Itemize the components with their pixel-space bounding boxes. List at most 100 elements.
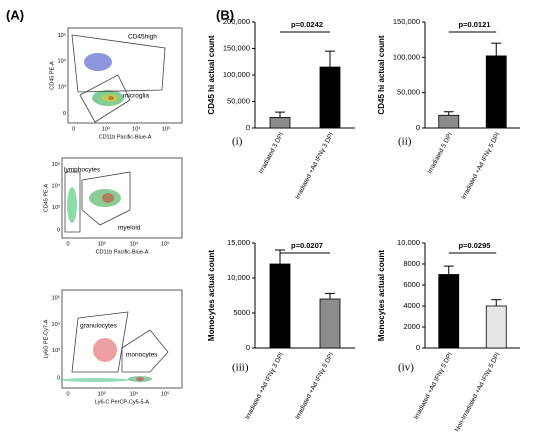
gate [79, 74, 131, 123]
gate-label: CD45high [128, 34, 157, 41]
density-cloud [93, 338, 117, 362]
density-cloud [136, 377, 144, 381]
y-axis-label: Monocytes actual count [377, 250, 386, 341]
y-tick-label: 10³ [52, 205, 60, 211]
x-tick-label: 10⁵ [161, 240, 169, 247]
x-tick-label: Irradiated 5 DPI [426, 131, 454, 175]
y-tick-label: 10,000 [227, 273, 250, 282]
gate [81, 171, 131, 226]
bar [269, 263, 291, 349]
x-axis-label: CD11b Pacific-Blue-A [99, 134, 152, 140]
y-tick-label: 100,000 [223, 70, 250, 79]
y-tick-label: 0 [57, 376, 60, 382]
gate-label: lymphocytes [64, 167, 101, 174]
plot-frame [61, 289, 183, 389]
p-value: p=0.0207 [291, 241, 323, 250]
panel-label: (i) [232, 136, 243, 148]
x-tick-label: 10⁵ [161, 390, 169, 397]
panel-label: (A) [6, 7, 24, 22]
y-tick-label: 0 [246, 123, 250, 132]
x-tick-label: 0 [72, 126, 75, 132]
y-tick-label: 10⁴ [52, 321, 61, 328]
y-tick-label: 150,000 [223, 43, 250, 52]
y-tick-label: 200,000 [223, 17, 250, 26]
y-tick-label: 0 [57, 227, 60, 233]
y-tick-label: 10⁵ [52, 161, 60, 168]
x-tick-label: 10⁴ [132, 125, 141, 132]
panel-label: (ii) [398, 136, 412, 148]
gate [71, 34, 166, 93]
y-tick-label: 150,000 [393, 17, 420, 26]
gate-label: monocytes [126, 352, 158, 359]
y-tick-label: 10³ [58, 84, 66, 90]
bar [319, 66, 341, 129]
density-cloud [67, 187, 77, 223]
bar [319, 298, 341, 349]
gate [121, 329, 169, 373]
y-tick-label: 50,000 [397, 88, 420, 97]
gate [64, 171, 81, 233]
x-tick-label: Irradiated +Ad IFNγ 3 DPI [244, 351, 285, 420]
y-tick-label: 10⁴ [58, 58, 67, 65]
y-tick-label: 6000 [403, 280, 420, 289]
x-tick-label: 10³ [98, 391, 106, 397]
x-tick-label: 10⁴ [130, 240, 139, 247]
density-cloud [60, 378, 130, 382]
y-tick-label: 2000 [403, 322, 420, 331]
y-tick-label: 8000 [403, 259, 420, 268]
bar [485, 55, 507, 129]
p-value: p=0.0121 [459, 20, 491, 29]
gate-label: microglia [123, 93, 149, 100]
y-axis-label: CD45 PE-A [43, 183, 49, 212]
y-tick-label: 4000 [403, 301, 420, 310]
x-tick-label: Non-Irradiated +Ad IFNγ 5 DPI [454, 351, 502, 433]
x-axis-label: Ly6-C PerCP-Cy5-5-A [95, 399, 150, 405]
x-tick-label: Irradiated +Ad IFNγ 5 DPI [294, 351, 335, 420]
x-tick-label: Irradiated +Ad IFNγ 3 DPI [294, 131, 335, 200]
x-tick-label: Irradiated +Ad IFNγ 5 DPI [460, 131, 501, 200]
y-tick-label: 10⁵ [52, 294, 60, 301]
y-tick-label: 15,000 [227, 238, 250, 247]
y-tick-label: 10⁴ [52, 182, 61, 189]
x-tick-label: Irradiated +Ad IFNγ 5 DPI [413, 351, 454, 420]
y-axis-label: Ly6G PE-Cy7-A [43, 319, 49, 358]
gate [71, 311, 129, 373]
y-tick-label: 10³ [52, 348, 60, 354]
y-tick-label: 50,000 [227, 96, 250, 105]
x-tick-label: 0 [66, 391, 69, 397]
bar [438, 114, 460, 129]
y-tick-label: 0 [416, 343, 420, 352]
p-value: p=0.0242 [291, 20, 323, 29]
y-tick-label: 0 [63, 111, 66, 117]
y-tick-label: 5000 [233, 308, 250, 317]
density-cloud [102, 193, 114, 203]
x-tick-label: Irradiated 3 DPI [258, 131, 286, 175]
x-tick-label: 10³ [102, 126, 110, 132]
y-axis-label: CD45 hi actual count [377, 35, 386, 114]
x-axis-label: CD11b Pacific-Blue-A [96, 249, 149, 255]
x-tick-label: 0 [66, 241, 69, 247]
bar [269, 117, 291, 129]
y-tick-label: 0 [246, 343, 250, 352]
bar [438, 274, 460, 349]
density-cloud [108, 96, 114, 100]
x-tick-label: 10³ [98, 241, 106, 247]
y-axis-label: Monocytes actual count [207, 250, 216, 341]
gate-label: myeloid [118, 225, 141, 232]
y-tick-label: 0 [416, 123, 420, 132]
density-cloud [84, 53, 112, 71]
panel-label: (B) [216, 7, 234, 22]
y-axis-label: CD45 PE-A [49, 61, 55, 90]
p-value: p=0.0295 [459, 241, 491, 250]
bar [485, 305, 507, 349]
y-axis-label: CD45 hi actual count [207, 35, 216, 114]
y-tick-label: 10,000 [397, 238, 420, 247]
panel-label: (iii) [232, 362, 249, 374]
gate-label: granulocytes [80, 323, 118, 330]
x-tick-label: 10⁴ [130, 390, 139, 397]
panel-label: (iv) [398, 362, 414, 374]
y-tick-label: 100,000 [393, 52, 420, 61]
x-tick-label: 10⁵ [162, 125, 170, 132]
y-tick-label: 10⁵ [58, 32, 66, 39]
